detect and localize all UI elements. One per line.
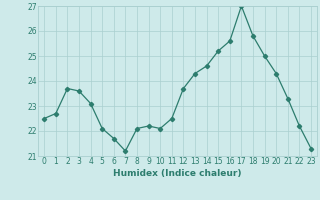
X-axis label: Humidex (Indice chaleur): Humidex (Indice chaleur) [113, 169, 242, 178]
